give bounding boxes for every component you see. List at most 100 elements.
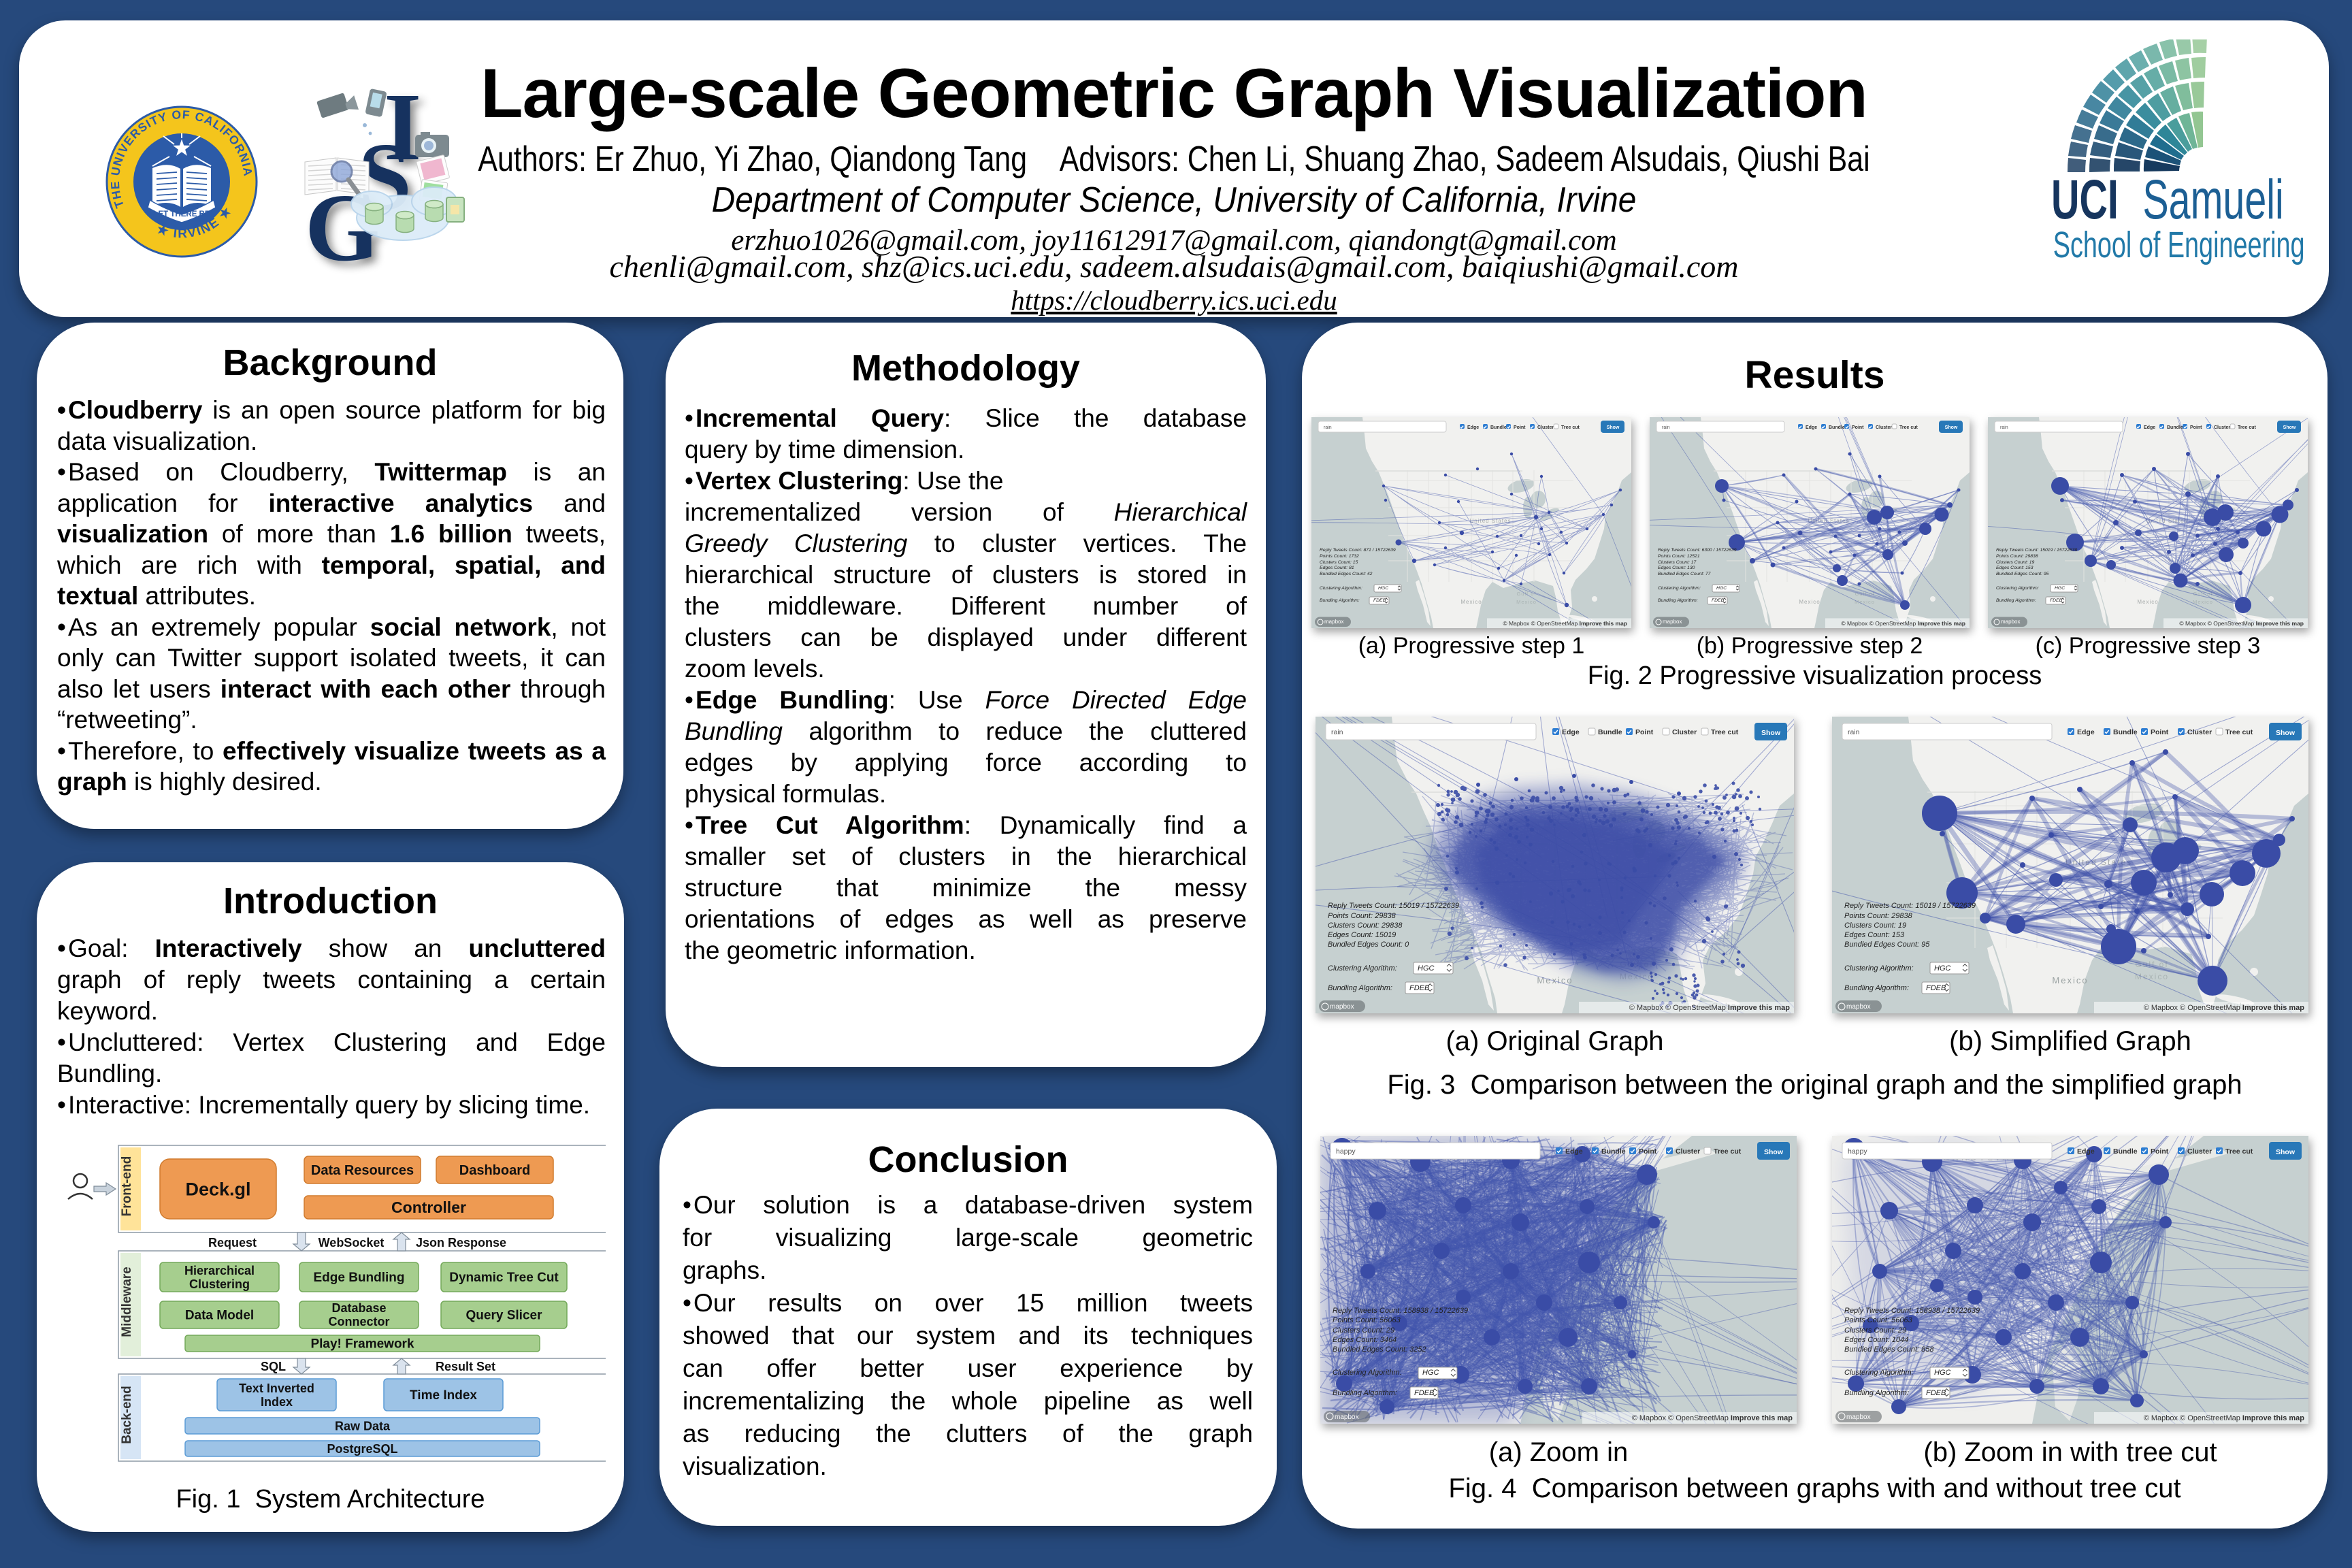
svg-text:rain: rain xyxy=(1331,728,1343,736)
svg-text:Clusters Count: 19: Clusters Count: 19 xyxy=(1996,560,2035,565)
svg-text:Samueli: Samueli xyxy=(2142,168,2283,231)
svg-text:Bundled Edges Count: 77: Bundled Edges Count: 77 xyxy=(1658,572,1711,576)
svg-text:Edge: Edge xyxy=(1806,425,1817,430)
svg-text:HGC: HGC xyxy=(1716,586,1727,591)
svg-text:Bundle: Bundle xyxy=(1829,425,1845,430)
svg-text:Clusters Count: 17: Clusters Count: 17 xyxy=(1658,560,1697,565)
svg-text:Edge: Edge xyxy=(2144,425,2155,430)
svg-text:Index: Index xyxy=(261,1395,293,1409)
svg-text:© Mapbox © OpenStreetMap Impro: © Mapbox © OpenStreetMap Improve this ma… xyxy=(1841,620,1965,627)
svg-text:Play! Framework: Play! Framework xyxy=(310,1337,414,1352)
svg-text:Tree cut: Tree cut xyxy=(1714,1147,1742,1156)
svg-text:Bundle: Bundle xyxy=(2113,728,2138,736)
svg-text:School of Engineering: School of Engineering xyxy=(2053,224,2305,265)
svg-text:Middleware: Middleware xyxy=(120,1267,134,1337)
svg-text:mapbox: mapbox xyxy=(1846,1003,1871,1011)
svg-text:© Mapbox © OpenStreetMap Impro: © Mapbox © OpenStreetMap Improve this ma… xyxy=(2144,1414,2305,1422)
svg-text:LET THERE BE: LET THERE BE xyxy=(153,210,210,218)
svg-text:Clustering Algorithm:: Clustering Algorithm: xyxy=(1844,964,1914,973)
svg-text:Time Index: Time Index xyxy=(410,1388,477,1403)
svg-text:Tree cut: Tree cut xyxy=(2225,728,2253,736)
svg-text:Bundle: Bundle xyxy=(1601,1147,1626,1156)
svg-text:Bundle: Bundle xyxy=(2167,425,2183,430)
svg-text:© Mapbox © OpenStreetMap Impro: © Mapbox © OpenStreetMap Improve this ma… xyxy=(1503,620,1627,627)
svg-text:Mexico: Mexico xyxy=(1799,599,1820,605)
svg-text:Data Model: Data Model xyxy=(185,1309,254,1323)
svg-text:HGC: HGC xyxy=(1422,1369,1439,1377)
svg-text:Reply Tweets Count: 6300 / 157: Reply Tweets Count: 6300 / 15722639 xyxy=(1658,548,1737,553)
svg-text:Bundling Algorithm:: Bundling Algorithm: xyxy=(1844,984,1909,992)
svg-text:Mexico: Mexico xyxy=(2135,972,2169,981)
svg-text:UCI: UCI xyxy=(2051,168,2119,231)
svg-text:Clusters Count: 29838: Clusters Count: 29838 xyxy=(1328,921,1403,930)
svg-text:happy: happy xyxy=(1336,1147,1356,1156)
svg-text:© Mapbox © OpenStreetMap Impro: © Mapbox © OpenStreetMap Improve this ma… xyxy=(1632,1414,1793,1422)
svg-text:WebSocket: WebSocket xyxy=(318,1236,385,1250)
svg-text:FDEB: FDEB xyxy=(1414,1389,1434,1397)
svg-text:Cluster: Cluster xyxy=(2214,425,2230,430)
svg-text:Clustering: Clustering xyxy=(189,1277,250,1291)
svg-text:Show: Show xyxy=(2276,729,2296,737)
svg-text:Show: Show xyxy=(1764,1148,1784,1156)
svg-text:Edge: Edge xyxy=(1565,1147,1583,1156)
svg-text:Bundling Algorithm:: Bundling Algorithm: xyxy=(1333,1389,1397,1397)
svg-text:mapbox: mapbox xyxy=(1335,1414,1359,1421)
svg-text:Point: Point xyxy=(2151,1147,2169,1156)
svg-text:Clustering Algorithm:: Clustering Algorithm: xyxy=(1996,586,2039,591)
svg-text:Tree cut: Tree cut xyxy=(1899,425,1918,430)
svg-text:Tree cut: Tree cut xyxy=(2238,425,2257,430)
svg-text:SQL: SQL xyxy=(261,1360,286,1373)
svg-text:Edges Count: 81: Edges Count: 81 xyxy=(1320,566,1354,570)
svg-text:FDEB: FDEB xyxy=(2050,598,2063,603)
svg-text:Connector: Connector xyxy=(329,1315,390,1328)
svg-text:Clustering Algorithm:: Clustering Algorithm: xyxy=(1333,1369,1402,1377)
svg-text:FDEB: FDEB xyxy=(1373,598,1386,603)
svg-text:Tree cut: Tree cut xyxy=(1561,425,1580,430)
svg-text:Front-end: Front-end xyxy=(120,1156,134,1217)
svg-text:Point: Point xyxy=(2190,425,2202,430)
svg-text:Request: Request xyxy=(208,1236,257,1250)
svg-text:Points Count: 56063: Points Count: 56063 xyxy=(1333,1316,1401,1324)
svg-text:Point: Point xyxy=(1635,728,1654,736)
svg-text:Reply Tweets Count: 158938 / 1: Reply Tweets Count: 158938 / 15722639 xyxy=(1844,1307,1980,1315)
svg-text:I: I xyxy=(384,75,421,180)
svg-text:Gulf of: Gulf of xyxy=(1855,591,1874,597)
svg-text:Edge: Edge xyxy=(2077,1147,2095,1156)
svg-text:Cluster: Cluster xyxy=(1876,425,1892,430)
svg-text:Point: Point xyxy=(1514,425,1526,430)
svg-text:Bundling Algorithm:: Bundling Algorithm: xyxy=(1844,1389,1909,1397)
svg-text:© Mapbox © OpenStreetMap Impro: © Mapbox © OpenStreetMap Improve this ma… xyxy=(2144,1004,2305,1012)
svg-text:Gulf of: Gulf of xyxy=(1516,591,1536,597)
svg-text:Edges Count: 15019: Edges Count: 15019 xyxy=(1328,931,1396,939)
svg-text:Edges Count: 3464: Edges Count: 3464 xyxy=(1333,1336,1396,1344)
svg-text:Query Slicer: Query Slicer xyxy=(466,1309,543,1323)
svg-text:Mexico: Mexico xyxy=(1537,975,1573,985)
svg-text:Dynamic Tree Cut: Dynamic Tree Cut xyxy=(449,1271,559,1285)
svg-text:FDEB: FDEB xyxy=(1712,598,1725,603)
svg-text:Gulf of: Gulf of xyxy=(2193,591,2212,597)
svg-text:Back-end: Back-end xyxy=(120,1386,134,1444)
svg-text:happy: happy xyxy=(1848,1147,1867,1156)
svg-text:Point: Point xyxy=(2151,728,2169,736)
svg-text:Bundled Edges Count: 42: Bundled Edges Count: 42 xyxy=(1320,572,1373,576)
svg-text:FDEB: FDEB xyxy=(1926,984,1946,992)
svg-text:HGC: HGC xyxy=(1934,1369,1951,1377)
svg-text:Result Set: Result Set xyxy=(436,1360,495,1373)
svg-text:Clustering Algorithm:: Clustering Algorithm: xyxy=(1658,586,1701,591)
svg-text:Mexico: Mexico xyxy=(1460,599,1482,605)
svg-text:Text Inverted: Text Inverted xyxy=(239,1382,314,1395)
svg-text:Mexico: Mexico xyxy=(2137,599,2158,605)
svg-text:Bundling Algorithm:: Bundling Algorithm: xyxy=(1320,598,1360,603)
svg-text:Reply Tweets Count: 15019 / 15: Reply Tweets Count: 15019 / 15722639 xyxy=(1328,902,1459,910)
svg-text:Edges Count: 153: Edges Count: 153 xyxy=(1844,931,1905,939)
svg-text:Cluster: Cluster xyxy=(2187,1147,2212,1156)
svg-text:Clusters Count: 29: Clusters Count: 29 xyxy=(1333,1326,1394,1335)
svg-text:Cluster: Cluster xyxy=(1676,1147,1700,1156)
svg-text:mapbox: mapbox xyxy=(1330,1003,1354,1011)
svg-text:Points Count: 29838: Points Count: 29838 xyxy=(1844,912,1913,920)
svg-text:Reply Tweets Count: 871 / 1572: Reply Tweets Count: 871 / 15722639 xyxy=(1320,548,1396,553)
svg-text:Clusters Count: 29: Clusters Count: 29 xyxy=(1844,1326,1906,1335)
svg-text:Database: Database xyxy=(331,1301,386,1315)
svg-text:mapbox: mapbox xyxy=(1663,619,1682,625)
svg-text:© Mapbox © OpenStreetMap Impro: © Mapbox © OpenStreetMap Improve this ma… xyxy=(1629,1004,1791,1012)
